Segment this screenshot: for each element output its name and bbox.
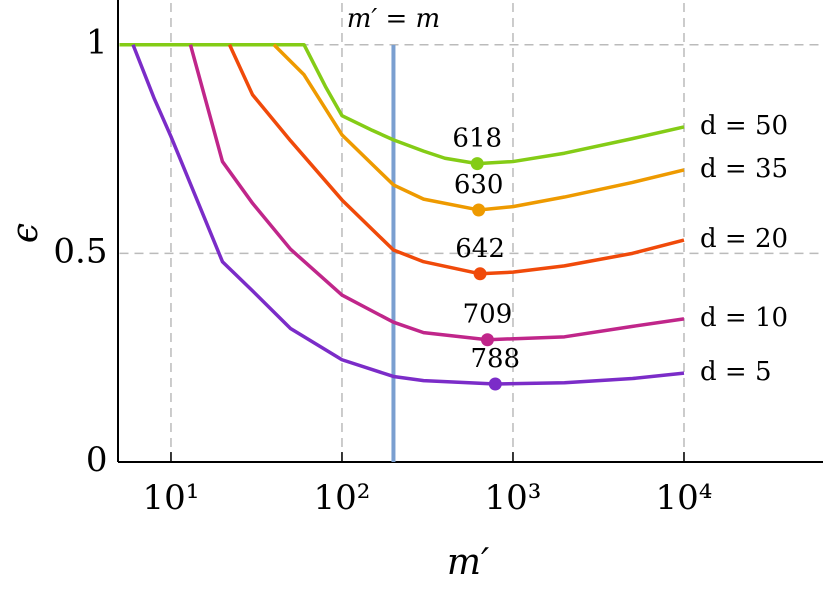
legend-label: d = 20 — [700, 224, 788, 254]
minimum-marker — [470, 157, 484, 171]
series-line — [272, 43, 685, 212]
x-tick-label: 10³ — [485, 478, 542, 518]
y-tick-label: 0.5 — [53, 231, 107, 271]
x-tick-label: 10⁴ — [656, 478, 713, 518]
minimum-marker — [488, 377, 502, 391]
y-tick-label: 1 — [86, 23, 108, 63]
x-tick-label: 10¹ — [143, 478, 200, 518]
series-line — [131, 44, 685, 386]
reference-label: m′ = m — [347, 4, 441, 34]
minimum-label: 630 — [454, 170, 504, 200]
minimum-marker — [472, 203, 486, 217]
x-axis-label: m′ — [447, 542, 489, 583]
minimum-marker — [480, 333, 494, 347]
legend-label: d = 5 — [700, 357, 772, 387]
minimum-label: 618 — [452, 124, 502, 154]
series-line — [188, 44, 685, 342]
y-axis-label: ϵ — [5, 223, 46, 243]
minimum-marker — [473, 267, 487, 281]
minimum-label: 709 — [463, 300, 513, 330]
series-line — [119, 42, 685, 166]
x-tick-label: 10² — [314, 478, 371, 518]
y-tick-label: 0 — [86, 440, 108, 480]
legend-label: d = 35 — [700, 154, 788, 184]
minimum-label: 642 — [455, 234, 505, 264]
minimum-label: 788 — [470, 344, 520, 374]
legend-label: d = 50 — [700, 111, 788, 141]
legend-label: d = 10 — [700, 303, 788, 333]
series-line — [227, 43, 685, 276]
